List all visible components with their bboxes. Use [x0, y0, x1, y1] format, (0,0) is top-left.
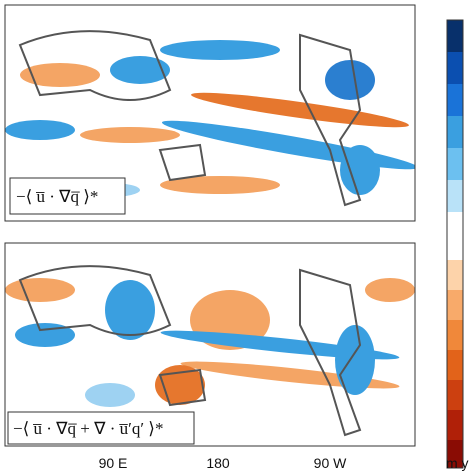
panel-label: −⟨ u̅ · ∇q̅ ⟩*: [16, 187, 98, 206]
longitude-label: 180: [206, 455, 230, 471]
colorbar-unit: m y: [446, 455, 469, 471]
panel-label: −⟨ u̅ · ∇q̅ + ∇ · u̅′q′ ⟩*: [13, 419, 163, 438]
longitude-label: 90 W: [314, 455, 347, 471]
longitude-label: 90 E: [99, 455, 128, 471]
map-panel: −⟨ u̅ · ∇q̅ + ∇ · u̅′q′ ⟩*: [5, 243, 415, 446]
colorbar: [446, 19, 464, 469]
map-panel: −⟨ u̅ · ∇q̅ ⟩*: [5, 5, 415, 221]
